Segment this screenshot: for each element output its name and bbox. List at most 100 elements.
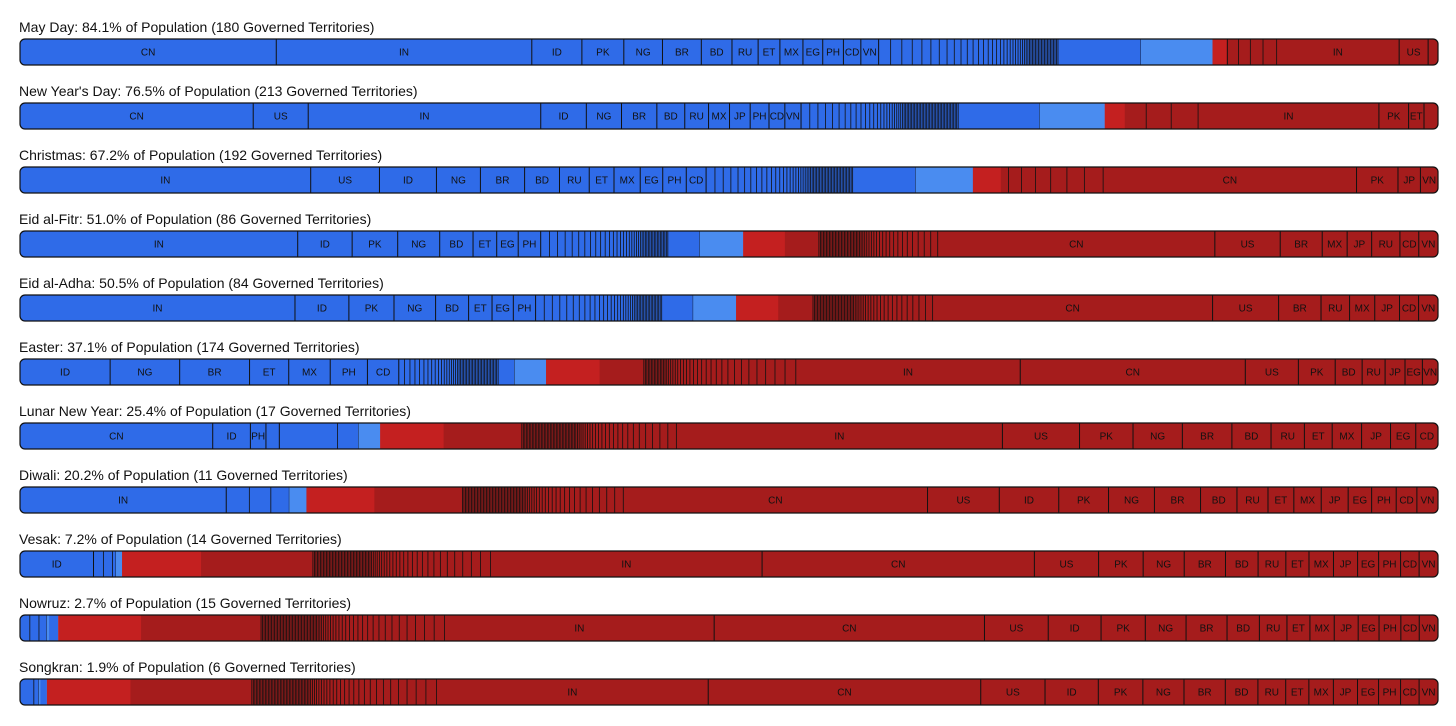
country-flag-label: RU — [1328, 304, 1342, 315]
country-flag-label: CD — [770, 112, 784, 123]
country-flag-label: VN — [1422, 176, 1436, 187]
chart-title: Christmas: 67.2% of Population (192 Gove… — [19, 147, 383, 163]
country-flag-label: CN — [109, 432, 123, 443]
country-flag-label: ET — [1291, 560, 1304, 571]
country-flag-label: BD — [1342, 368, 1356, 379]
population-bar: CN US IN ID NG BR BD RU MX JP PH CD VN IN PK ET — [19, 102, 1439, 130]
not-observed-other-block — [1212, 39, 1227, 65]
country-flag-label: US — [1239, 304, 1253, 315]
country-flag-label: JP — [1354, 240, 1366, 251]
country-flag-label: CN — [1223, 176, 1237, 187]
holiday-row: Vesak: 7.2% of Population (14 Governed T… — [19, 530, 1439, 590]
country-flag-label: ET — [595, 176, 608, 187]
not-observed-share-fill — [306, 487, 1438, 513]
country-flag-label: CN — [837, 688, 851, 699]
country-flag-label: RU — [1366, 368, 1380, 379]
country-flag-label: IN — [834, 432, 844, 443]
country-flag-label: IN — [419, 112, 429, 123]
country-flag-label: IN — [152, 304, 162, 315]
country-flag-label: PH — [668, 176, 682, 187]
country-flag-label: NG — [1124, 496, 1139, 507]
country-flag-label: JP — [1403, 176, 1415, 187]
country-flag-label: MX — [1327, 240, 1342, 251]
country-flag-label: RU — [567, 176, 581, 187]
holiday-row: Songkran: 1.9% of Population (6 Governed… — [19, 658, 1439, 718]
country-flag-label: EG — [1361, 560, 1376, 571]
country-flag-label: ID — [552, 48, 562, 59]
country-flag-label: EG — [495, 304, 510, 315]
country-flag-label: ID — [320, 240, 330, 251]
country-flag-label: PK — [1117, 624, 1131, 635]
country-flag-label: JP — [1340, 688, 1352, 699]
country-flag-label: ET — [478, 240, 491, 251]
country-flag-label: NG — [1156, 560, 1171, 571]
country-flag-label: US — [1060, 560, 1074, 571]
country-flag-label: IN — [621, 560, 631, 571]
country-flag-label: CD — [1402, 240, 1416, 251]
country-flag-label: CD — [376, 368, 390, 379]
country-flag-label: BR — [1171, 496, 1185, 507]
country-flag-label: PK — [1371, 176, 1385, 187]
country-flag-label: RU — [689, 112, 703, 123]
country-flag-label: BD — [535, 176, 549, 187]
not-observed-share-fill — [1212, 39, 1438, 65]
country-flag-label: BD — [1212, 496, 1226, 507]
country-flag-label: CN — [1065, 304, 1079, 315]
country-flag-label: CN — [842, 624, 856, 635]
country-flag-label: ET — [763, 48, 776, 59]
country-flag-label: US — [1034, 432, 1048, 443]
not-observed-share-fill — [46, 679, 1438, 705]
country-flag-label: BD — [1245, 432, 1259, 443]
country-flag-label: MX — [712, 112, 727, 123]
country-flag-label: ET — [474, 304, 487, 315]
population-bar: CN ID PH IN US PK NG BR BD RU ET MX JP EG CD — [19, 422, 1439, 450]
country-flag-label: BD — [1235, 688, 1249, 699]
country-flag-label: US — [1241, 240, 1255, 251]
country-flag-label: JP — [1340, 624, 1352, 635]
country-flag-label: ET — [263, 368, 276, 379]
not-observed-share-fill — [546, 359, 1438, 385]
country-flag-label: PH — [753, 112, 767, 123]
observed-share-fill — [20, 551, 123, 577]
country-flag-label: BR — [1294, 240, 1308, 251]
country-flag-label: PK — [1100, 432, 1114, 443]
country-flag-label: CD — [1403, 560, 1417, 571]
country-flag-label: ET — [1292, 624, 1305, 635]
country-flag-label: NG — [1150, 432, 1165, 443]
country-flag-label: PK — [368, 240, 382, 251]
country-flag-label: MX — [302, 368, 317, 379]
country-flag-label: BD — [449, 240, 463, 251]
country-flag-label: BR — [496, 176, 510, 187]
observed-other-block — [289, 487, 307, 513]
observed-other-block — [693, 295, 737, 321]
country-flag-label: EG — [1396, 432, 1411, 443]
holiday-row: Nowruz: 2.7% of Population (15 Governed … — [19, 594, 1439, 654]
country-flag-label: PK — [365, 304, 379, 315]
not-observed-share-fill — [972, 167, 1438, 193]
bar-outline — [19, 230, 1439, 258]
observed-other-block — [46, 615, 50, 641]
not-observed-other-block — [743, 231, 785, 257]
country-flag-label: VN — [1421, 304, 1435, 315]
not-observed-share-fill — [1104, 103, 1438, 129]
country-flag-label: ID — [1070, 624, 1080, 635]
country-flag-label: JP — [1329, 496, 1341, 507]
country-flag-label: US — [338, 176, 352, 187]
country-flag-label: IN — [154, 240, 164, 251]
holiday-row: Lunar New Year: 25.4% of Population (17 … — [19, 402, 1439, 462]
observed-share-fill — [20, 423, 381, 449]
country-flag-label: EG — [1361, 624, 1376, 635]
observed-share-fill — [20, 231, 744, 257]
country-flag-label: MX — [1339, 432, 1354, 443]
country-flag-label: ID — [1024, 496, 1034, 507]
not-observed-other-block — [58, 615, 142, 641]
holiday-row: Easter: 37.1% of Population (174 Governe… — [19, 338, 1439, 398]
country-flag-label: PH — [826, 48, 840, 59]
country-flag-label: VN — [1422, 624, 1436, 635]
country-flag-label: MX — [784, 48, 799, 59]
country-flag-label: NG — [1158, 624, 1173, 635]
country-flag-label: PH — [342, 368, 356, 379]
country-flag-label: ID — [403, 176, 413, 187]
not-observed-other-block — [736, 295, 779, 321]
country-flag-label: MX — [1355, 304, 1370, 315]
